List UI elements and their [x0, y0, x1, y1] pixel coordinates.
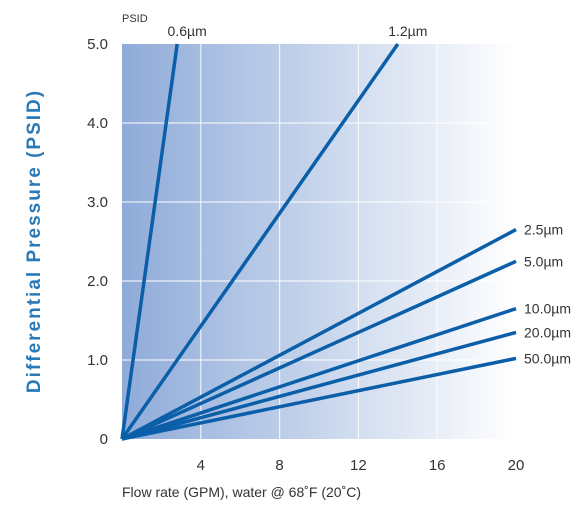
series-label: 50.0µm [524, 350, 571, 366]
gridlines [122, 44, 516, 439]
series-line [121, 356, 517, 441]
series-line [121, 306, 517, 441]
y-tick-label: 1.0 [87, 352, 108, 369]
series-label: 2.5µm [524, 222, 563, 238]
series-lines [120, 42, 517, 441]
series-line [121, 330, 517, 441]
x-tick-label: 12 [350, 457, 367, 474]
series-labels: 0.6µm 1.2µm 2.5µm 5.0µm 10.0µm 20.0µm 50.0µm [168, 23, 571, 366]
tick-labels: 4 8 12 16 20 0 1.0 2.0 3.0 4.0 5.0 [87, 36, 524, 474]
series-label: 0.6µm [168, 23, 207, 39]
series-line [121, 259, 517, 441]
series-line [120, 43, 179, 440]
y-tick-label: 3.0 [87, 194, 108, 211]
plot-background [122, 44, 516, 439]
y-tick-label: 0 [100, 431, 108, 448]
x-tick-label: 16 [429, 457, 446, 474]
y-tick-label: 2.0 [87, 273, 108, 290]
y-tick-label: 4.0 [87, 115, 108, 132]
y-axis-label: Differential Pressure (PSID) [24, 89, 45, 393]
series-label: 20.0µm [524, 324, 571, 340]
x-tick-label: 20 [508, 457, 525, 474]
y-tick-label: 5.0 [87, 36, 108, 53]
series-line [120, 42, 400, 441]
series-line [121, 228, 517, 441]
series-label: 5.0µm [524, 253, 563, 269]
x-tick-label: 8 [275, 457, 283, 474]
series-label: 10.0µm [524, 301, 571, 317]
y-unit-label: PSID [122, 13, 148, 25]
x-axis-label: Flow rate (GPM), water @ 68˚F (20˚C) [122, 484, 361, 500]
series-label: 1.2µm [388, 23, 427, 39]
x-tick-label: 4 [197, 457, 205, 474]
